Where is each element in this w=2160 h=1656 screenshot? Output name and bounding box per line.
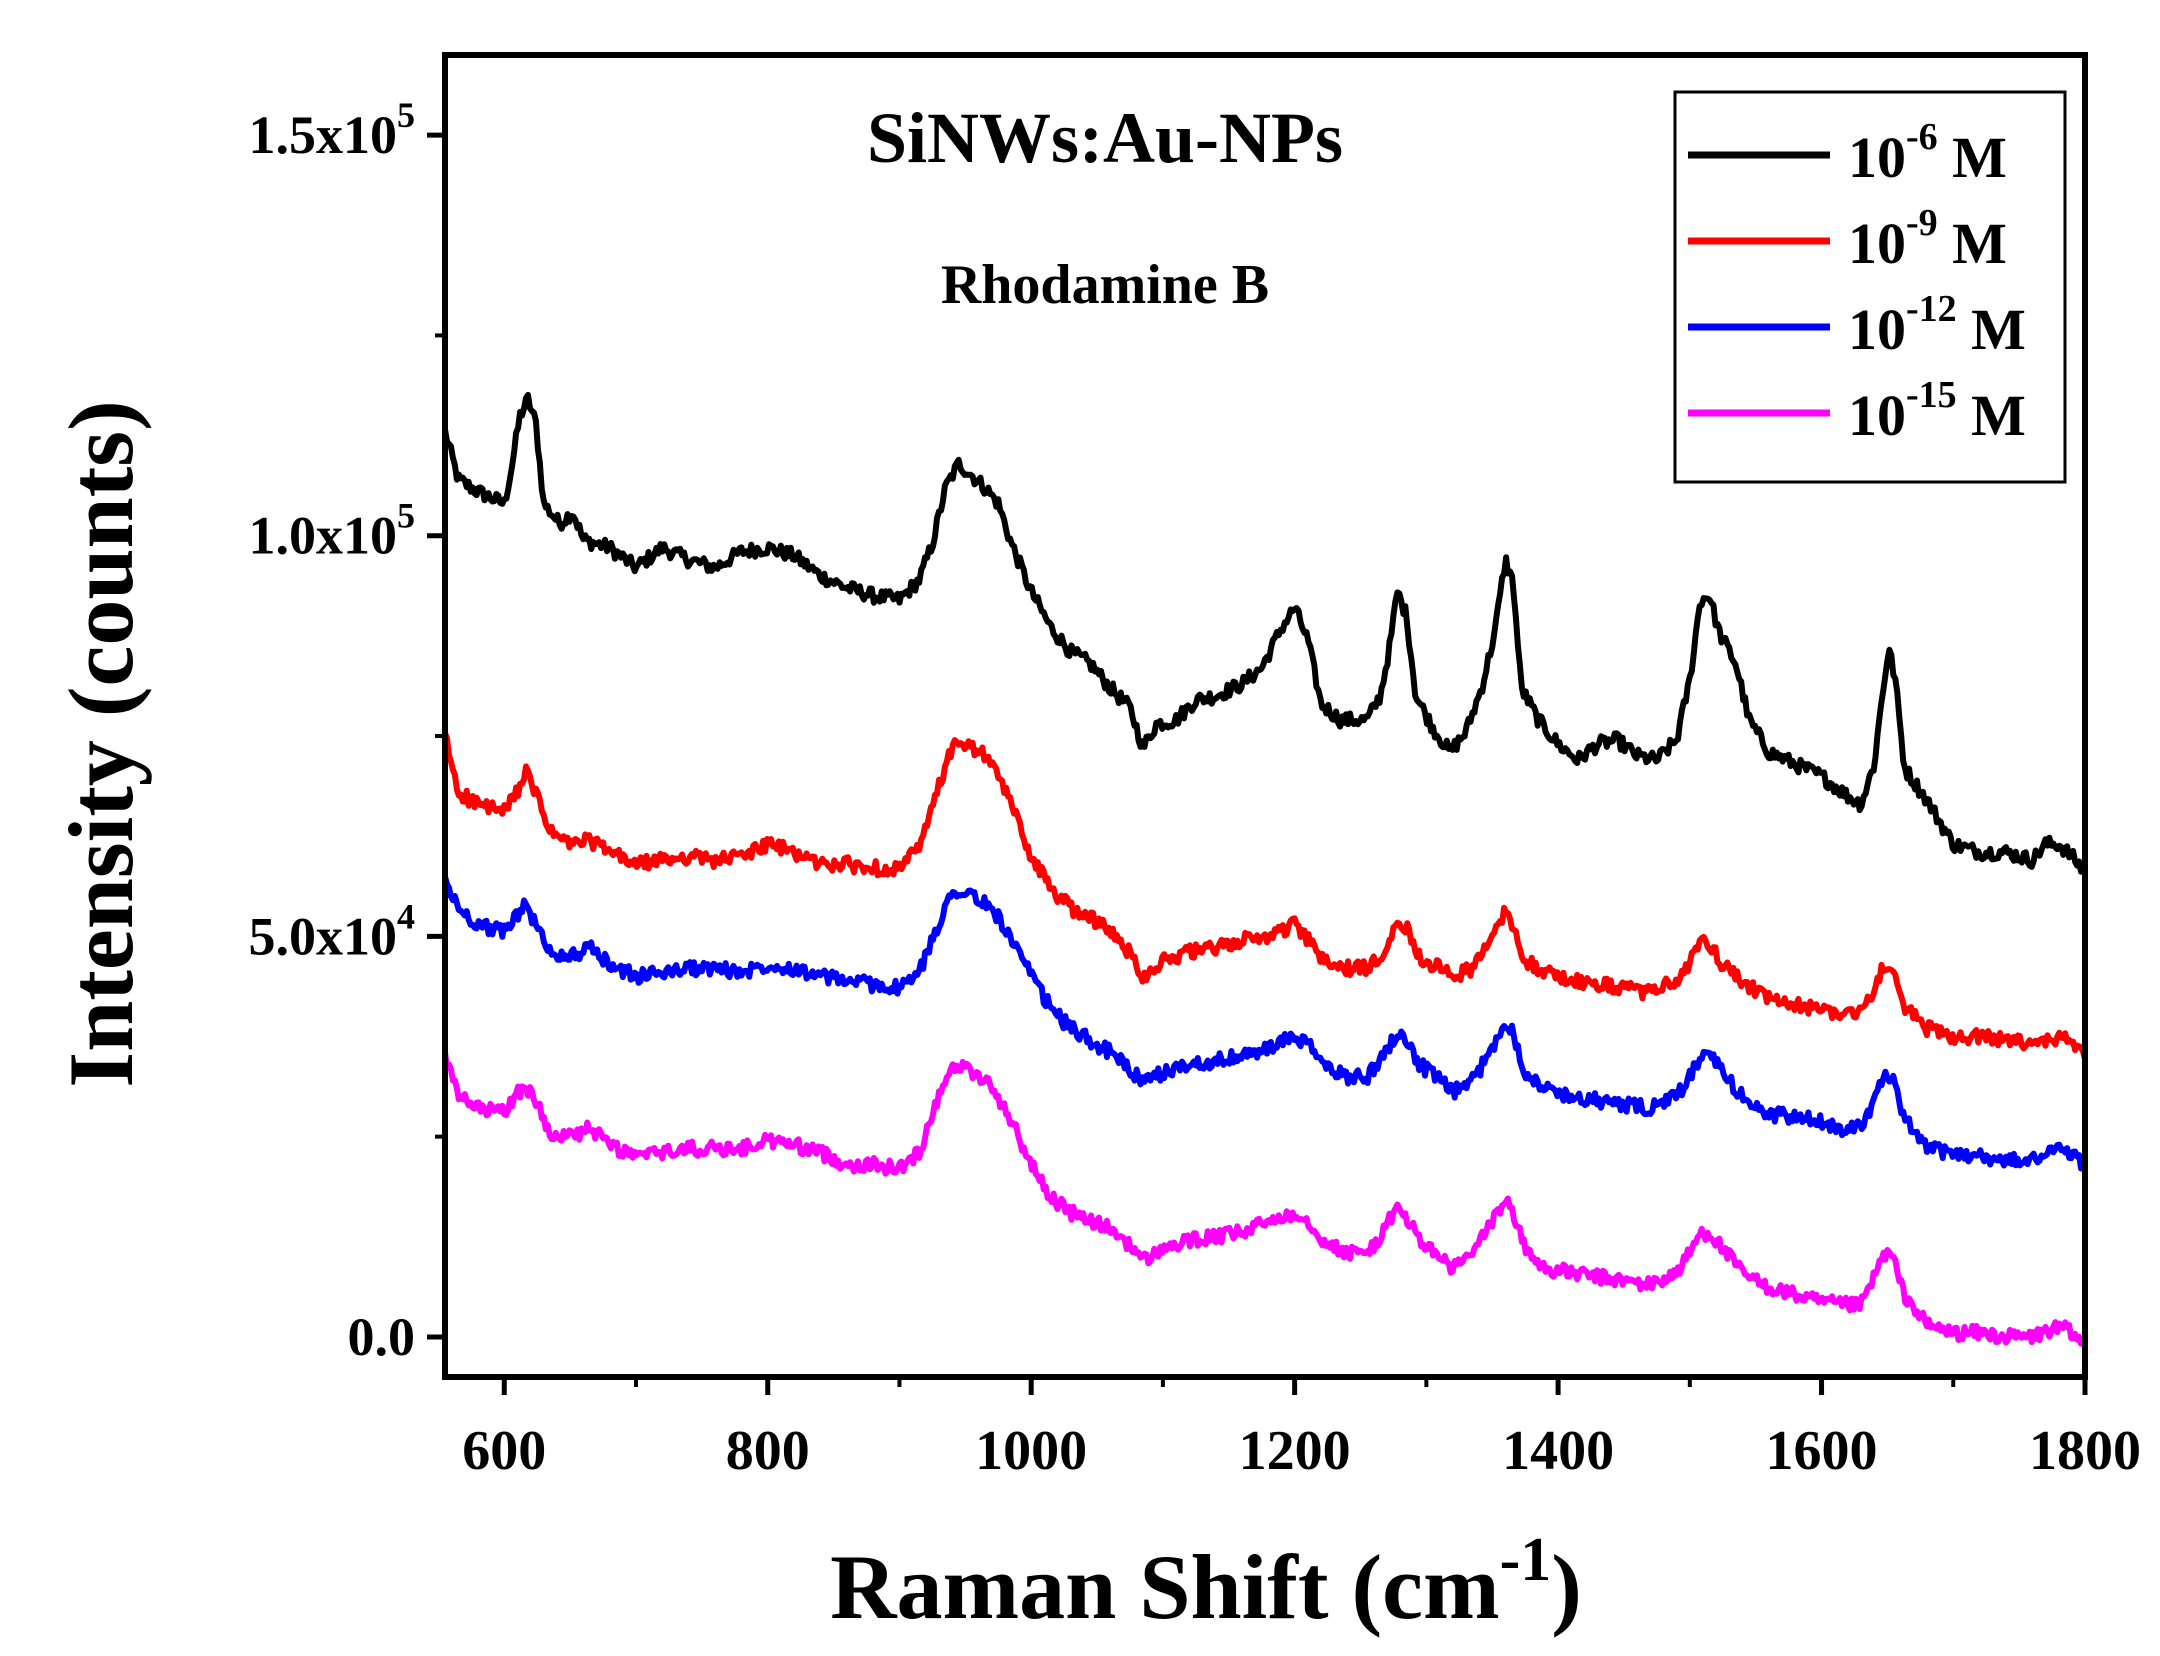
legend-label: 10-12 M [1848, 288, 2026, 362]
x-axis-label: Raman Shift (cm-1) [830, 1526, 1582, 1638]
x-tick-label: 1200 [1239, 1420, 1351, 1482]
series-line-4 [442, 1051, 2087, 1347]
chart-title: SiNWs:Au-NPs [867, 98, 1343, 178]
series-line-2 [442, 732, 2088, 1060]
y-tick-label: 5.0x104 [249, 896, 416, 966]
series-lines [442, 391, 2088, 1347]
chart-subtitle: Rhodamine B [941, 254, 1269, 316]
legend-label: 10-6 M [1848, 116, 2007, 190]
x-tick-label: 1800 [2029, 1420, 2141, 1482]
x-tick-label: 1400 [1502, 1420, 1614, 1482]
x-tick-label: 1600 [1766, 1420, 1878, 1482]
y-tick-label: 0.0 [348, 1307, 416, 1367]
x-axis-label-close: ) [1551, 1536, 1582, 1638]
series-line-3 [442, 875, 2088, 1172]
y-axis-label: Intensity (counts) [50, 400, 152, 1087]
plot-frame [442, 52, 2088, 1380]
x-tick-label: 600 [462, 1420, 546, 1482]
x-tick-label: 800 [726, 1420, 810, 1482]
x-axis-label-main: Raman Shift (cm [830, 1536, 1500, 1638]
legend-label: 10-9 M [1848, 202, 2007, 276]
axes: 600 800 1000 1200 1400 1600 1800 0.0 5.0x104 1.0x… [249, 95, 2142, 1482]
series-line-1 [442, 391, 2088, 876]
x-axis-label-sup: -1 [1500, 1526, 1552, 1594]
legend: 10-6 M 10-9 M 10-12 M 10-15 M [1673, 90, 2067, 484]
y-tick-label: 1.0x105 [249, 496, 416, 566]
x-tick-label: 1000 [975, 1420, 1087, 1482]
legend-label: 10-15 M [1848, 374, 2026, 448]
y-tick-label: 1.5x105 [249, 95, 416, 165]
